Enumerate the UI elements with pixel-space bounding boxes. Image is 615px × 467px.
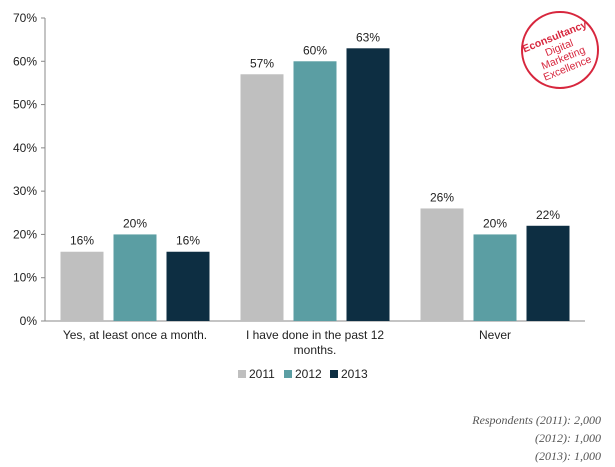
data-label-2013-cat-1: 16% bbox=[176, 234, 200, 248]
data-labels: 16% 20% 16% 57% 60% 63% 26% 20% 22% bbox=[70, 30, 560, 247]
y-tick-label: 20% bbox=[13, 227, 37, 241]
respondents-note-2012: (2012): 1,000 bbox=[535, 431, 601, 445]
y-tick-label: 70% bbox=[13, 11, 37, 25]
legend-label-2012: 2012 bbox=[295, 367, 322, 381]
data-label-2012-cat-1: 20% bbox=[123, 216, 147, 230]
respondents-note-2013: (2013): 1,000 bbox=[535, 449, 601, 463]
data-label-2013-cat-2: 63% bbox=[356, 30, 380, 44]
bar-2013-cat-3 bbox=[526, 225, 570, 321]
legend-label-2011: 2011 bbox=[249, 367, 275, 381]
bar-2011-cat-1 bbox=[60, 251, 104, 321]
x-category-label: months. bbox=[294, 343, 337, 357]
bar-2013-cat-2 bbox=[346, 48, 390, 322]
legend-swatch-2012 bbox=[284, 370, 292, 378]
y-tick-label: 60% bbox=[13, 54, 37, 68]
y-tick-label: 30% bbox=[13, 184, 37, 198]
bar-2012-cat-3 bbox=[473, 234, 517, 321]
x-category-label: I have done in the past 12 bbox=[246, 328, 384, 342]
data-label-2011-cat-3: 26% bbox=[430, 190, 454, 204]
legend-label-2013: 2013 bbox=[341, 367, 368, 381]
x-category-label: Never bbox=[479, 328, 511, 342]
bar-2011-cat-2 bbox=[240, 74, 284, 322]
data-label-2012-cat-2: 60% bbox=[303, 43, 327, 57]
bar-chart: 0% 10% 20% 30% 40% 50% 60% 70% Yes, at least onc… bbox=[13, 11, 585, 381]
bar-2011-cat-3 bbox=[420, 208, 464, 321]
bar-2012-cat-1 bbox=[113, 234, 157, 321]
data-label-2011-cat-2: 57% bbox=[250, 56, 274, 70]
y-tick-label: 0% bbox=[20, 314, 38, 328]
bar-2013-cat-1 bbox=[166, 251, 210, 321]
legend: 2011 2012 2013 bbox=[238, 367, 368, 381]
data-label-2011-cat-1: 16% bbox=[70, 234, 94, 248]
respondents-note-2011: Respondents (2011): 2,000 bbox=[472, 413, 601, 427]
y-tick-label: 50% bbox=[13, 98, 37, 112]
y-tick-label: 10% bbox=[13, 271, 37, 285]
econsultancy-logo: Econsultancy Digital Marketing Excellenc… bbox=[518, 8, 602, 92]
y-tick-label: 40% bbox=[13, 141, 37, 155]
x-category-label: Yes, at least once a month. bbox=[63, 328, 207, 342]
legend-swatch-2011 bbox=[238, 370, 246, 378]
legend-swatch-2013 bbox=[330, 370, 338, 378]
data-label-2012-cat-3: 20% bbox=[483, 216, 507, 230]
bar-2012-cat-2 bbox=[293, 61, 337, 322]
bars bbox=[60, 48, 570, 322]
data-label-2013-cat-3: 22% bbox=[536, 208, 560, 222]
